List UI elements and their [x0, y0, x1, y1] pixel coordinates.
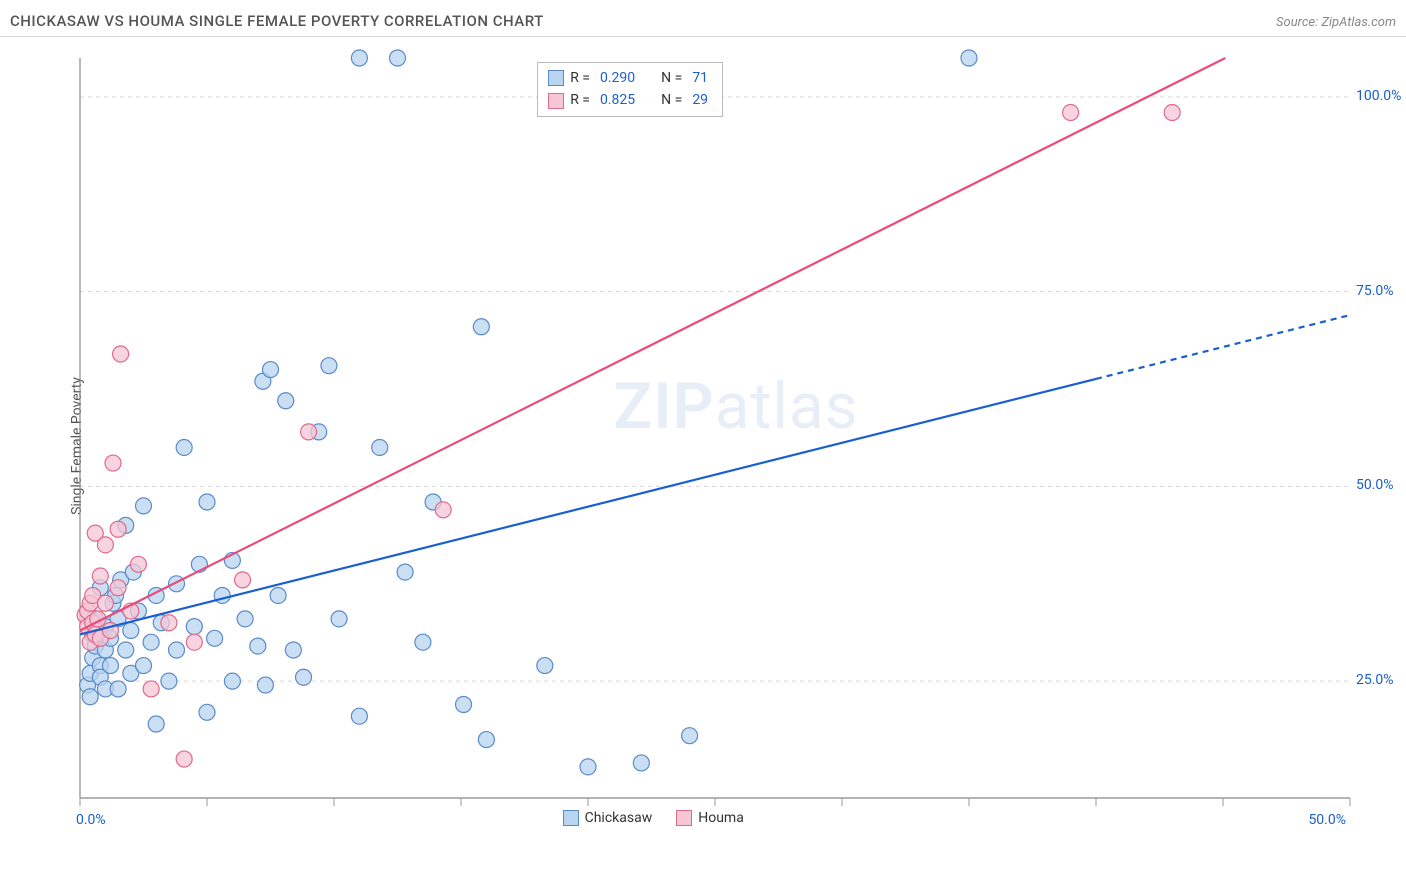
- legend-swatch: [548, 70, 564, 86]
- legend-swatch: [548, 93, 564, 109]
- axis-tick-label: 75.0%: [1356, 283, 1394, 299]
- correlation-legend: R =0.290N =71R =0.825N =29: [537, 62, 723, 117]
- chart-area: ZIPatlas R =0.290N =71R =0.825N =29 Chic…: [50, 48, 1390, 828]
- axis-tick-label: 50.0%: [1308, 812, 1346, 828]
- axis-tick-label: 0.0%: [76, 812, 106, 828]
- chart-title: CHICKASAW VS HOUMA SINGLE FEMALE POVERTY…: [10, 12, 544, 30]
- source-attribution: Source: ZipAtlas.com: [1276, 15, 1396, 30]
- legend-swatch: [563, 810, 579, 826]
- legend-row: R =0.825N =29: [548, 89, 712, 111]
- legend-row: R =0.290N =71: [548, 67, 712, 89]
- axis-tick-label: 100.0%: [1356, 88, 1401, 104]
- chart-header: CHICKASAW VS HOUMA SINGLE FEMALE POVERTY…: [0, 0, 1406, 37]
- scatter-chart: [50, 48, 1390, 828]
- legend-item: Houma: [676, 810, 744, 826]
- legend-swatch: [676, 810, 692, 826]
- legend-item: Chickasaw: [563, 810, 653, 826]
- axis-tick-label: 25.0%: [1356, 672, 1394, 688]
- axis-tick-label: 50.0%: [1356, 477, 1394, 493]
- series-legend: Chickasaw Houma: [563, 810, 744, 826]
